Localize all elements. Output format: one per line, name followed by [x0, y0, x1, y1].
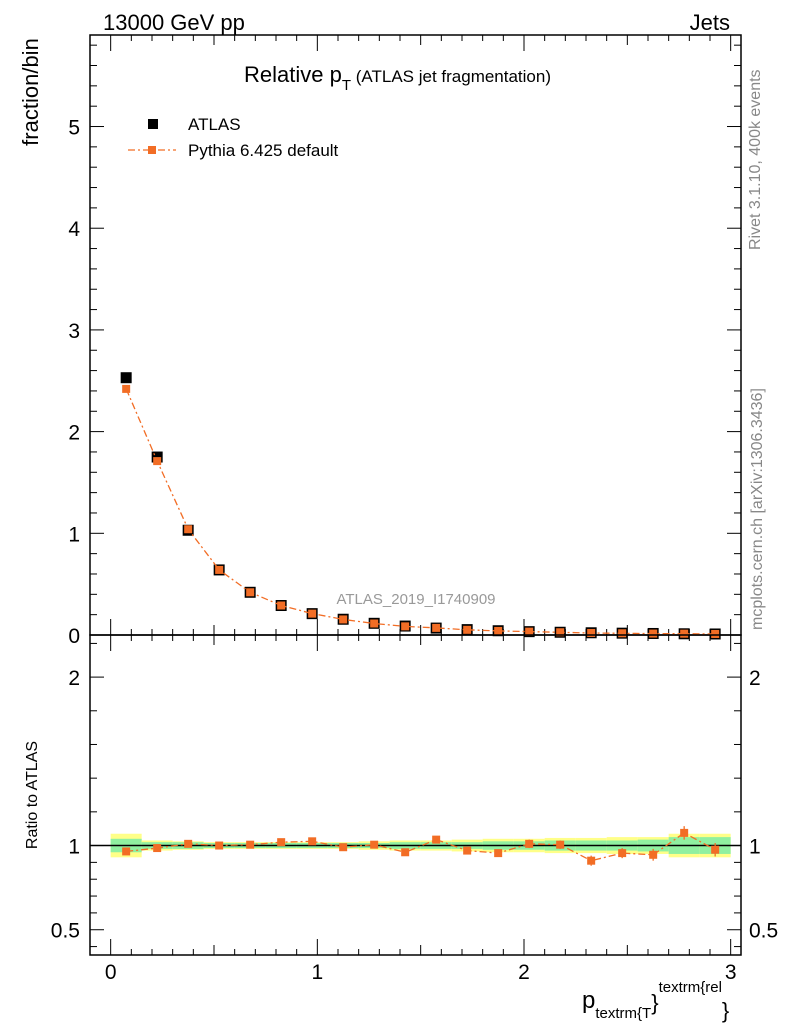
- pythia-point: [370, 619, 379, 628]
- pythia-point: [153, 457, 162, 466]
- pythia-point: [122, 384, 131, 393]
- ratio-point: [680, 828, 689, 837]
- ratio-y-tick-label-right: 1: [749, 836, 761, 859]
- ratio-point: [432, 835, 441, 844]
- x-tick-label: 2: [518, 961, 530, 984]
- legend-marker-atlas: [148, 119, 158, 129]
- y-tick-label: 5: [68, 117, 80, 140]
- pythia-line: [125, 388, 716, 635]
- main-panel: 0 1 2 3 4 5 fraction/bin Relative pT (ATLAS j…: [18, 34, 742, 648]
- main-y-ticks: 0 1 2 3 4 5: [68, 44, 741, 648]
- y-axis-label: fraction/bin: [18, 38, 43, 146]
- main-data-marks: [120, 372, 721, 640]
- pythia-point: [587, 628, 596, 637]
- legend-marker-pythia: [148, 146, 156, 154]
- legend-label-pythia: Pythia 6.425 default: [188, 141, 339, 160]
- ratio-frame: [89, 634, 742, 956]
- ratio-point: [525, 839, 534, 848]
- x-axis-label: ptextrm{T}textrm{rel}: [582, 979, 729, 1023]
- pythia-point: [618, 629, 627, 638]
- pythia-point: [711, 629, 720, 638]
- energy-label: 13000 GeV pp: [103, 10, 245, 35]
- ratio-data-marks: [90, 826, 741, 866]
- rivet-info: Rivet 3.1.10, 400k events: [747, 69, 764, 250]
- mcplots-info: mcplots.cern.ch [arXiv:1306.3436]: [749, 388, 766, 630]
- ratio-y-tick-label: 1: [68, 836, 80, 859]
- legend-label-atlas: ATLAS: [188, 115, 241, 134]
- pythia-point: [680, 629, 689, 638]
- pythia-point: [246, 588, 255, 597]
- ratio-point: [649, 850, 658, 859]
- pythia-point: [649, 629, 658, 638]
- pythia-point: [401, 622, 410, 631]
- pythia-point: [215, 565, 224, 574]
- atlas-point: [120, 372, 132, 384]
- x-tick-label: 3: [725, 961, 737, 984]
- x-tick-label: 0: [105, 961, 117, 984]
- ratio-point: [556, 840, 565, 849]
- ratio-y-tick-label-right: 0.5: [749, 920, 778, 943]
- ratio-point: [339, 843, 348, 852]
- ratio-point: [215, 841, 224, 850]
- pythia-point: [277, 601, 286, 610]
- ratio-point: [618, 849, 627, 858]
- y-tick-label: 3: [68, 320, 80, 343]
- pythia-point: [339, 615, 348, 624]
- ratio-point: [153, 844, 162, 853]
- pythia-point: [463, 625, 472, 634]
- y-tick-label: 1: [68, 523, 80, 546]
- pythia-point: [525, 627, 534, 636]
- ratio-point: [587, 856, 596, 865]
- pythia-point: [432, 623, 441, 632]
- ratio-y-tick-label: 0.5: [51, 920, 80, 943]
- pythia-point: [184, 525, 193, 534]
- chart-title: Relative pT (ATLAS jet fragmentation): [244, 62, 551, 94]
- ratio-panel: 0.5 0.5 1 1 2 2 0 1 2 3 Ratio to ATLAS ptextrm{T…: [24, 634, 778, 1023]
- legend: ATLAS Pythia 6.425 default: [128, 115, 339, 160]
- ratio-point: [463, 846, 472, 855]
- y-tick-label: 0: [68, 625, 80, 648]
- ratio-x-ticks: 0 1 2 3: [105, 635, 737, 984]
- ratio-y-tick-label: 2: [68, 667, 80, 690]
- ratio-point: [184, 839, 193, 848]
- pythia-point: [556, 628, 565, 637]
- ratio-y-tick-label-right: 2: [749, 667, 761, 690]
- ratio-point: [122, 847, 131, 856]
- atlas-point: [151, 451, 163, 463]
- ratio-point: [246, 840, 255, 849]
- ratio-point: [401, 848, 410, 857]
- y-tick-label: 2: [68, 422, 80, 445]
- ratio-y-axis-label: Ratio to ATLAS: [24, 741, 41, 849]
- process-label: Jets: [690, 10, 730, 35]
- ratio-point: [308, 837, 317, 846]
- ratio-point: [494, 849, 503, 858]
- x-tick-label: 1: [311, 961, 323, 984]
- pythia-point: [308, 609, 317, 618]
- ratio-point: [277, 838, 286, 847]
- ratio-point: [711, 845, 720, 854]
- pythia-point: [494, 626, 503, 635]
- analysis-watermark: ATLAS_2019_I1740909: [336, 591, 495, 608]
- ratio-y-ticks: 0.5 0.5 1 1 2 2: [51, 642, 778, 948]
- y-tick-label: 4: [68, 218, 80, 241]
- ratio-point: [370, 840, 379, 849]
